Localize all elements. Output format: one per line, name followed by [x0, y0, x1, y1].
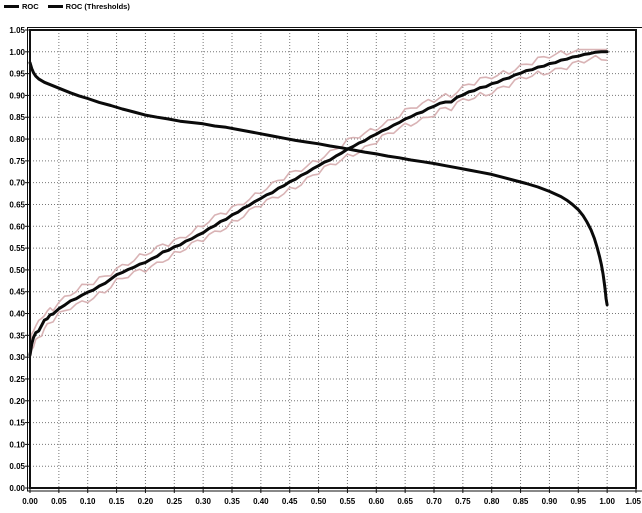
y-tick-label: 0.75 — [9, 157, 25, 166]
y-tick-label: 0.15 — [9, 419, 25, 428]
roc-thresholds-curve — [28, 61, 609, 307]
x-tick-label: 0.40 — [253, 497, 269, 506]
roc-curve — [28, 50, 609, 357]
x-tick-label: 0.35 — [224, 497, 240, 506]
x-tick-label: 0.30 — [195, 497, 211, 506]
y-tick-label: 0.10 — [9, 440, 25, 449]
y-tick-label: 0.65 — [9, 200, 25, 209]
plot-outer-border — [27, 27, 642, 492]
y-tick-label: 0.90 — [9, 91, 25, 100]
x-tick-label: 1.05 — [625, 497, 641, 506]
y-tick-label: 0.25 — [9, 375, 25, 384]
x-tick-label: 0.65 — [397, 497, 413, 506]
x-tick-label: 0.85 — [513, 497, 529, 506]
x-tick-label: 0.75 — [455, 497, 471, 506]
x-tick-label: 0.55 — [340, 497, 356, 506]
y-tick-label: 0.60 — [9, 222, 25, 231]
y-tick-label: 0.20 — [9, 397, 25, 406]
y-tick-label: 0.70 — [9, 179, 25, 188]
legend-item-roc: ROC — [4, 2, 39, 11]
y-tick-label: 1.05 — [9, 26, 25, 35]
plot-frame — [29, 29, 637, 489]
x-tick-label: 0.15 — [109, 497, 125, 506]
x-tick-label: 0.20 — [138, 497, 154, 506]
x-tick-label: 0.00 — [22, 497, 38, 506]
x-tick-label: 0.60 — [368, 497, 384, 506]
y-tick-label: 0.35 — [9, 331, 25, 340]
roc-thresholds-line-swatch — [47, 5, 63, 8]
x-tick-label: 0.90 — [542, 497, 558, 506]
y-tick-label: 0.50 — [9, 266, 25, 275]
y-tick-label: 0.80 — [9, 135, 25, 144]
y-tick-label: 0.55 — [9, 244, 25, 253]
legend-label-roc: ROC — [22, 2, 39, 11]
y-tick-label: 0.85 — [9, 113, 25, 122]
legend: ROC ROC (Thresholds) — [4, 2, 130, 11]
roc-confidence-band — [29, 48, 608, 349]
x-tick-label: 0.45 — [282, 497, 298, 506]
x-tick-label: 0.05 — [51, 497, 67, 506]
y-tick-label: 0.30 — [9, 353, 25, 362]
x-tick-label: 1.00 — [599, 497, 615, 506]
y-tick-label: 0.95 — [9, 70, 25, 79]
roc-confidence-band — [29, 54, 608, 359]
y-tick-label: 0.00 — [9, 484, 25, 493]
x-tick-label: 0.50 — [311, 497, 327, 506]
x-tick-label: 0.80 — [484, 497, 500, 506]
x-tick-label: 0.95 — [570, 497, 586, 506]
y-tick-label: 0.40 — [9, 310, 25, 319]
legend-item-roc-thresholds: ROC (Thresholds) — [47, 2, 130, 11]
y-tick-label: 1.00 — [9, 48, 25, 57]
y-tick-label: 0.05 — [9, 462, 25, 471]
roc-line-swatch — [4, 5, 19, 8]
y-tick-label: 0.45 — [9, 288, 25, 297]
legend-label-roc-thresholds: ROC (Thresholds) — [65, 2, 130, 11]
x-tick-label: 0.25 — [166, 497, 182, 506]
x-tick-label: 0.70 — [426, 497, 442, 506]
x-tick-label: 0.10 — [80, 497, 96, 506]
